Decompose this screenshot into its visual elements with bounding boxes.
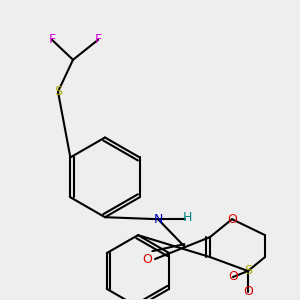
Text: O: O (142, 253, 152, 266)
Text: F: F (94, 33, 102, 46)
Text: H: H (182, 211, 192, 224)
Text: O: O (243, 285, 253, 298)
Text: F: F (48, 33, 56, 46)
Text: O: O (228, 271, 238, 284)
Text: S: S (54, 85, 62, 98)
Text: S: S (244, 265, 252, 278)
Text: N: N (153, 213, 163, 226)
Text: O: O (227, 213, 237, 226)
